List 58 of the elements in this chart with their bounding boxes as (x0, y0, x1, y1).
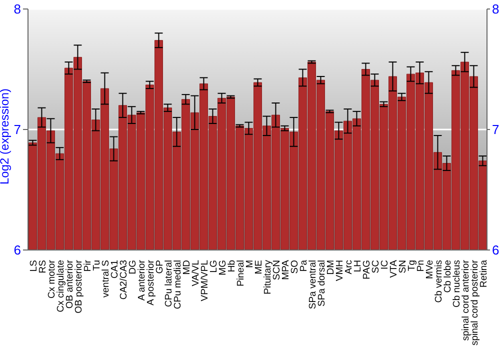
x-tick-label: Arc (344, 260, 354, 274)
x-tick-label: Cb lobe (442, 260, 454, 293)
x-tick-label: A posterior (146, 260, 156, 306)
x-tick-label: Pir (82, 260, 94, 272)
y-tick-label: 6 (14, 242, 21, 258)
x-tick-label: Pituitary (262, 260, 274, 294)
x-tick-label: PAG (362, 260, 372, 280)
x-tick-label: DG (128, 260, 138, 274)
x-tick-label: RS (38, 260, 48, 274)
x-tick-label: spinal cord anterior (460, 260, 472, 341)
x-tick-label: Cx motor (46, 260, 58, 299)
x-tick-label: SC (370, 260, 382, 274)
x-tick-label: Retina (478, 259, 490, 288)
x-tick-label: LH (352, 260, 364, 272)
x-tick-label: Cb nucleus (452, 260, 462, 308)
x-tick-label: Pn (416, 260, 426, 272)
x-tick-label: SPa ventral (308, 260, 318, 310)
x-tick-label: VA/VL (190, 260, 202, 286)
y2-tick-label: 6 (492, 242, 500, 258)
x-tick-label: IC (380, 260, 390, 270)
x-tick-label: Pineal (236, 260, 246, 286)
x-tick-label: CPu medial (172, 260, 184, 310)
x-tick-label: MG (218, 260, 228, 276)
x-tick-label: MVe (424, 260, 436, 280)
x-tick-label: LG (208, 260, 220, 273)
x-tick-label: Tg (406, 260, 418, 272)
y-tick-label: 7 (14, 122, 21, 138)
x-tick-label: CA1 (110, 260, 120, 278)
x-tick-label: VMH (334, 260, 346, 282)
x-tick-label: M (244, 260, 256, 268)
x-tick-label: CA2/CA3 (118, 260, 130, 300)
x-tick-label: MPA (280, 259, 292, 280)
x-tick-label: MD (182, 260, 192, 275)
x-tick-label: Hb (226, 260, 238, 272)
x-tick-label: GP (154, 260, 166, 274)
x-tick-label: OB anterior (64, 260, 76, 309)
x-tick-label: Cb vermis (434, 260, 444, 303)
x-tick-label: Pa (298, 259, 310, 272)
x-tick-label: Cx cingulate (56, 260, 66, 312)
x-tick-label: spinal cord posterior (470, 260, 480, 346)
x-tick-label: Tu (92, 260, 102, 271)
x-tick-label: OB posterior (74, 260, 84, 314)
y-tick-label: 8 (14, 2, 21, 17)
x-tick-label: ventral S (100, 260, 112, 298)
x-tick-label: VPM/VPL (200, 260, 210, 302)
x-tick-label: SCN (272, 260, 282, 280)
x-tick-label: SO (290, 260, 300, 274)
x-tick-label: VTA (388, 259, 400, 278)
y2-tick-label: 8 (492, 2, 500, 17)
x-tick-label: LS (28, 260, 40, 272)
y2-tick-label: 7 (492, 122, 500, 138)
x-tick-label: ME (254, 260, 264, 274)
x-tick-label: DM (326, 260, 336, 275)
x-tick-label: SPa dorsal (316, 260, 328, 306)
x-tick-label: CPu lateral (164, 260, 174, 307)
x-tick-label: A anterior (136, 260, 148, 301)
y-axis-title: Log2 (expression) (0, 88, 12, 184)
x-tick-label: SN (398, 260, 408, 274)
